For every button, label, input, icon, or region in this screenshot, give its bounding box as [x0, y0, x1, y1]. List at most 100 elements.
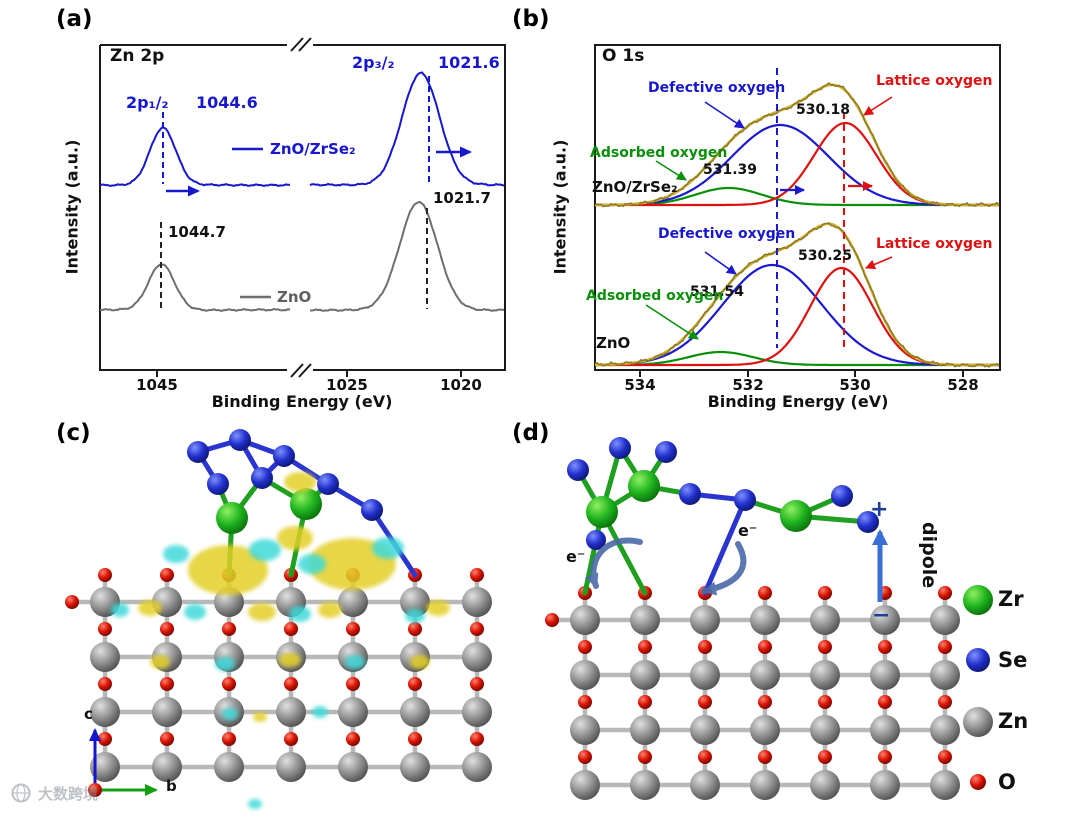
zno-slab	[65, 568, 492, 782]
o-atom	[65, 595, 79, 609]
se-atom	[273, 445, 295, 467]
xps-curves-group	[99, 71, 505, 312]
o-atom	[470, 732, 484, 746]
zn-atom	[930, 605, 960, 635]
peak2-gray-value: 1021.7	[433, 189, 491, 207]
charge-accumulation-isosurface	[277, 526, 313, 550]
o-atom	[346, 677, 360, 691]
o-atom	[160, 568, 174, 582]
o-atom	[758, 750, 772, 764]
zn-atom	[462, 642, 492, 672]
x-tick-530: 530	[839, 376, 871, 394]
panel-b-title: O 1s	[602, 46, 645, 66]
o-atom	[878, 750, 892, 764]
o-atom	[160, 622, 174, 636]
zno-slab	[545, 586, 960, 800]
x-tick-1045: 1045	[136, 376, 178, 394]
charge-depletion-isosurface	[248, 799, 262, 809]
zn-atom	[870, 715, 900, 745]
se-atom	[361, 499, 383, 521]
zn-atom	[400, 587, 430, 617]
charge-depletion-isosurface	[312, 706, 328, 718]
se-atom	[857, 511, 879, 533]
electron-transfer-arrow-left	[585, 537, 643, 589]
xps-curve-zno-zrse2	[99, 126, 291, 188]
charge-depletion-isosurface	[163, 545, 189, 563]
zn-atom	[90, 752, 120, 782]
zn-atom	[750, 660, 780, 690]
y-axis-label: Intensity (a.u.)	[550, 139, 570, 275]
zn-atom	[338, 587, 368, 617]
zn-atom	[90, 642, 120, 672]
zn2p-chart-canvas	[99, 37, 506, 378]
adsorbed-oxygen-label-bottom: Adsorbed oxygen	[586, 288, 724, 304]
peak1-label: 2p₁/₂	[126, 93, 169, 112]
o-atom	[98, 622, 112, 636]
leader-arrow-adsorbed-bottom	[645, 304, 699, 340]
electron-label-right: e⁻	[738, 521, 758, 540]
dipole-minus-sign: −	[872, 603, 891, 628]
o-atom	[938, 695, 952, 709]
zn-atom	[810, 770, 840, 800]
o-atom	[578, 640, 592, 654]
charge-accumulation-isosurface	[248, 603, 276, 621]
x-axis-ticks	[639, 370, 964, 377]
o-atom	[758, 695, 772, 709]
o-atom	[818, 695, 832, 709]
zn-atom	[870, 605, 900, 635]
panel-d-tag: (d)	[512, 420, 550, 446]
se-atom	[609, 437, 631, 459]
o-atom	[938, 640, 952, 654]
zn-atom	[690, 770, 720, 800]
zn-atom	[750, 605, 780, 635]
se-atom	[207, 473, 229, 495]
zn-atom	[462, 697, 492, 727]
o-atom	[878, 695, 892, 709]
legend-se-sphere	[966, 648, 990, 672]
o-atom	[346, 732, 360, 746]
x-tick-534: 534	[624, 376, 656, 394]
zn-atom	[750, 715, 780, 745]
defective-oxygen-label-top: Defective oxygen	[648, 80, 786, 96]
o-atom	[284, 622, 298, 636]
charge-depletion-isosurface	[222, 708, 238, 720]
o-atom	[160, 732, 174, 746]
zn-atom	[152, 752, 182, 782]
o-atom	[758, 586, 772, 600]
cluster-bond	[702, 497, 748, 596]
zn-atom	[930, 660, 960, 690]
zn-atom	[90, 697, 120, 727]
lattice-oxygen-label-bottom: Lattice oxygen	[876, 236, 993, 252]
zn-atom	[400, 752, 430, 782]
o-atom	[698, 750, 712, 764]
legend-zn-label: Zn	[998, 709, 1029, 733]
zrse2-cluster	[567, 437, 879, 596]
zrse2-cluster	[187, 429, 418, 578]
component-curve-lattice-oxygen	[595, 266, 999, 367]
panel-b-o1s-spectrum: O 1s Defective oxygen Lattice oxygen 530…	[540, 0, 1080, 412]
x-tick-528: 528	[947, 376, 979, 394]
legend-gray-label: ZnO	[277, 288, 312, 306]
zr-atom	[628, 470, 660, 502]
se-atom	[567, 459, 589, 481]
adsorbed-oxygen-label-top: Adsorbed oxygen	[590, 145, 728, 161]
leader-arrow-defective-bottom	[704, 251, 737, 275]
legend-se-label: Se	[998, 648, 1028, 672]
watermark: 大数跨境	[10, 782, 98, 804]
axis-frame-broken	[99, 44, 506, 371]
x-axis-label: Binding Energy (eV)	[707, 392, 889, 411]
o-atom	[878, 640, 892, 654]
component-curve-defective-oxygen	[595, 123, 999, 207]
o-atom	[698, 695, 712, 709]
legend-zr-sphere	[963, 585, 993, 615]
xps-curve-zno	[99, 263, 291, 312]
charge-depletion-isosurface	[111, 603, 129, 617]
charge-accumulation-isosurface	[138, 600, 162, 616]
charge-accumulation-isosurface	[284, 472, 316, 492]
zr-atom	[780, 500, 812, 532]
component-curve-defective-oxygen	[595, 263, 999, 367]
leader-arrow-lattice-bottom	[865, 256, 893, 270]
zn-atom	[690, 605, 720, 635]
charge-depletion-isosurface	[249, 539, 281, 561]
x-tick-1020: 1020	[440, 376, 482, 394]
